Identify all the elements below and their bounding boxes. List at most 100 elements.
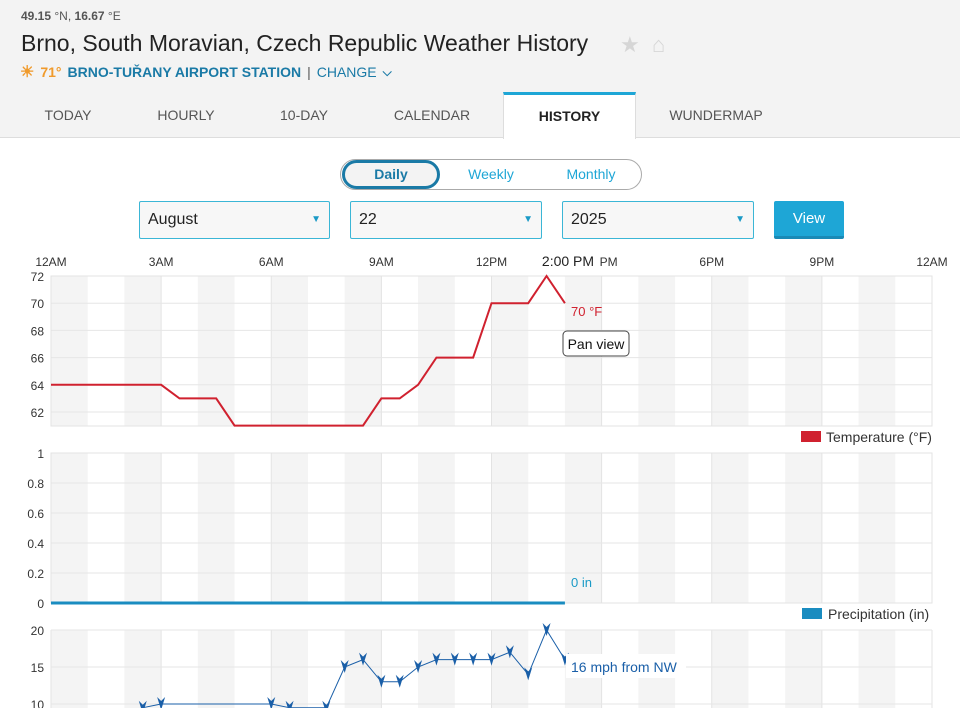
y-tick-label: 10 <box>31 698 45 708</box>
y-tick-label: 70 <box>31 297 45 311</box>
view-button[interactable]: View <box>774 201 844 239</box>
x-tick-label: 9AM <box>369 255 394 269</box>
hour-band <box>344 630 382 708</box>
y-tick-label: 66 <box>31 352 45 366</box>
pan-view-button[interactable] <box>562 330 630 357</box>
hour-band <box>858 453 896 603</box>
hour-band <box>197 276 235 426</box>
wind-line <box>142 628 566 708</box>
x-tick-label: 12PM <box>476 255 507 269</box>
latitude: 49.15 <box>21 9 52 23</box>
hour-band <box>638 276 676 426</box>
y-tick-label: 68 <box>31 324 45 338</box>
wind-direction-marker <box>138 700 147 708</box>
hour-band <box>418 453 455 603</box>
x-tick-label: 9PM <box>810 255 835 269</box>
hour-band <box>197 630 235 708</box>
favorite-star-icon[interactable]: ★ <box>620 32 640 57</box>
wind-direction-marker <box>157 697 166 708</box>
grid-lines <box>50 275 933 708</box>
hour-band <box>785 453 822 603</box>
temp-legend[interactable]: Temperature (°F) <box>826 429 932 445</box>
wind-label-bg <box>566 654 686 678</box>
y-tick-label: 62 <box>31 406 45 420</box>
hour-band <box>785 630 822 708</box>
wind-direction-marker <box>377 674 386 688</box>
pan-view-label: Pan view <box>568 336 626 352</box>
x-tick-label: 12AM <box>35 255 66 269</box>
wind-direction-marker <box>267 697 276 708</box>
temp-hover-label: 70 °F <box>571 304 602 319</box>
hour-band <box>418 630 455 708</box>
hour-band <box>711 453 749 603</box>
hour-band <box>711 630 749 708</box>
hour-band <box>344 276 382 426</box>
x-tick-label: PM <box>600 255 618 269</box>
tab-history[interactable]: HISTORY <box>503 92 636 139</box>
precip-hover-label: 0 in <box>571 575 592 590</box>
month-value: August <box>148 211 198 228</box>
y-tick-label: 1 <box>37 447 44 461</box>
axis-labels: 62 64 66 68 70 72 0 0.2 0.4 0.6 0.8 1 10 15 20 12AM 3AM 6… <box>27 255 947 708</box>
y-tick-label: 0.8 <box>27 477 44 491</box>
dropdown-arrow-icon: ▼ <box>735 214 745 225</box>
month-select[interactable]: August ▼ <box>139 201 330 239</box>
hour-band <box>271 630 308 708</box>
hour-band <box>51 630 88 708</box>
tab-today[interactable]: TODAY <box>44 107 92 123</box>
day-value: 22 <box>359 211 377 228</box>
tab-10-day[interactable]: 10-DAY <box>280 107 328 123</box>
location-header: 49.15 °N, 16.67 °E Brno, South Moravian,… <box>0 0 960 139</box>
y-tick-label: 0 <box>37 597 44 611</box>
x-tick-label: 12AM <box>916 255 947 269</box>
wind-direction-marker <box>542 623 551 636</box>
series <box>51 274 569 708</box>
home-icon[interactable]: ⌂ <box>652 32 666 57</box>
hour-band <box>197 453 235 603</box>
tab-calendar[interactable]: CALENDAR <box>393 107 471 123</box>
chevron-down-icon[interactable]: ⌵ <box>382 64 392 79</box>
hour-band <box>491 630 529 708</box>
period-toggle: Daily Weekly Monthly <box>340 159 642 190</box>
y-tick-label: 0.2 <box>27 567 44 581</box>
wind-direction-marker <box>432 652 441 666</box>
y-tick-label: 20 <box>31 624 45 638</box>
tab-wundermap[interactable]: WUNDERMAP <box>669 107 763 123</box>
y-tick-label: 72 <box>31 270 45 284</box>
wind-direction-marker <box>414 660 423 673</box>
lat-unit: °N, <box>54 9 72 23</box>
period-daily[interactable]: Daily <box>342 160 440 189</box>
longitude: 16.67 <box>74 9 105 23</box>
sun-icon: ☀ <box>20 64 35 81</box>
dropdown-arrow-icon: ▼ <box>311 214 321 225</box>
period-weekly[interactable]: Weekly <box>468 166 514 182</box>
hour-band <box>858 276 896 426</box>
wind-direction-marker <box>359 652 368 666</box>
x-tick-label: 3AM <box>149 255 174 269</box>
year-select[interactable]: 2025 ▼ <box>562 201 754 239</box>
hour-band <box>271 276 308 426</box>
hour-band <box>418 276 455 426</box>
year-value: 2025 <box>571 211 607 228</box>
tab-hourly[interactable]: HOURLY <box>157 107 215 123</box>
wind-direction-marker <box>285 700 294 708</box>
temp-legend-swatch <box>801 431 821 442</box>
hour-band <box>271 453 308 603</box>
wind-direction-marker <box>524 667 533 681</box>
change-station-link[interactable]: CHANGE <box>316 64 377 80</box>
precip-legend[interactable]: Precipitation (in) <box>828 606 929 622</box>
x-tick-label: 6AM <box>259 255 284 269</box>
period-monthly[interactable]: Monthly <box>566 166 616 182</box>
wind-direction-marker <box>505 645 514 659</box>
wind-direction-marker <box>487 652 496 666</box>
page-title: Brno, South Moravian, Czech Republic Wea… <box>21 30 589 56</box>
hour-band <box>491 276 529 426</box>
hour-band <box>491 453 529 603</box>
wind-direction-marker <box>395 674 404 688</box>
separator: | <box>307 64 311 80</box>
wind-direction-marker <box>340 660 349 673</box>
station-name[interactable]: BRNO-TUŘANY AIRPORT STATION <box>67 64 302 80</box>
day-select[interactable]: 22 ▼ <box>350 201 542 239</box>
hour-bands <box>51 276 896 708</box>
